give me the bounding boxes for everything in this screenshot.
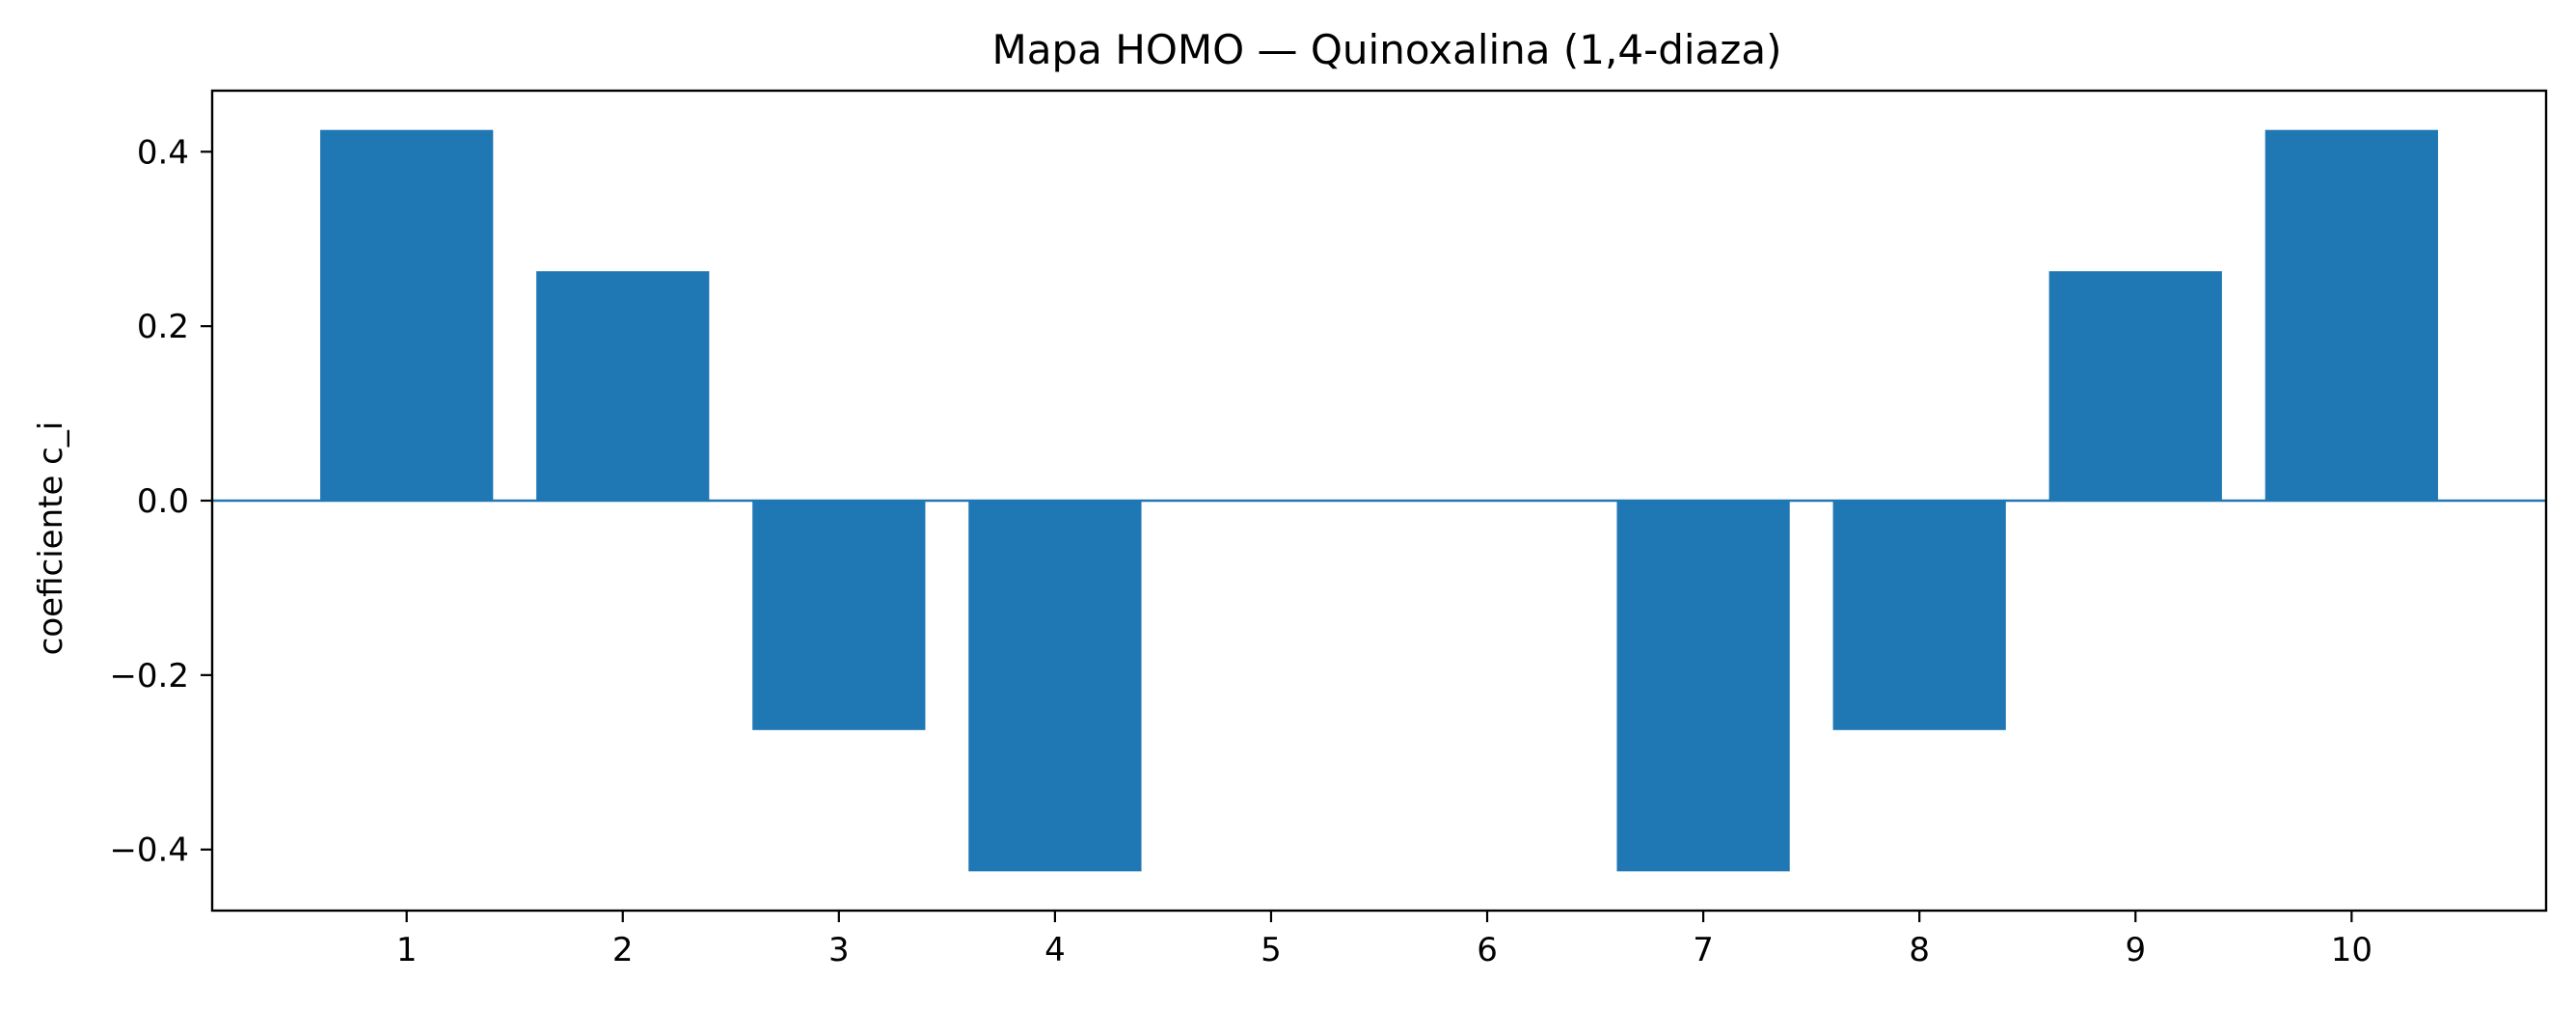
x-tick-label: 10 bbox=[2331, 931, 2373, 969]
x-tick-label: 4 bbox=[1044, 931, 1066, 969]
x-tick-label: 5 bbox=[1261, 931, 1282, 969]
x-tick-label: 7 bbox=[1693, 931, 1714, 969]
y-axis-ticks: −0.4 −0.2 0.0 0.2 0.4 bbox=[109, 133, 212, 870]
x-axis-ticks: 1 2 3 4 5 6 7 8 9 10 bbox=[396, 911, 2373, 969]
bar-2 bbox=[536, 271, 710, 501]
bar-9 bbox=[2048, 271, 2222, 501]
y-tick-label: 0.0 bbox=[137, 482, 189, 521]
x-tick-label: 8 bbox=[1909, 931, 1930, 969]
x-tick-label: 1 bbox=[396, 931, 418, 969]
x-tick-label: 9 bbox=[2125, 931, 2146, 969]
x-tick-label: 2 bbox=[612, 931, 634, 969]
bar-7 bbox=[1616, 501, 1790, 872]
x-tick-label: 6 bbox=[1477, 931, 1498, 969]
bar-4 bbox=[968, 501, 1142, 872]
y-tick-label: −0.4 bbox=[109, 832, 189, 870]
y-tick-label: 0.4 bbox=[137, 133, 189, 172]
bar-3 bbox=[752, 501, 926, 730]
plot-frame bbox=[210, 89, 2548, 913]
bars bbox=[320, 129, 2438, 872]
x-tick-label: 3 bbox=[828, 931, 850, 969]
y-tick-label: −0.2 bbox=[109, 657, 189, 695]
bar-10 bbox=[2264, 129, 2438, 502]
chart-title: Mapa HOMO — Quinoxalina (1,4-diaza) bbox=[992, 26, 1782, 73]
bar-1 bbox=[320, 129, 494, 502]
y-axis-label: coeficiente c_i bbox=[32, 422, 70, 656]
y-tick-label: 0.2 bbox=[137, 308, 189, 346]
bar-8 bbox=[1832, 501, 2006, 730]
